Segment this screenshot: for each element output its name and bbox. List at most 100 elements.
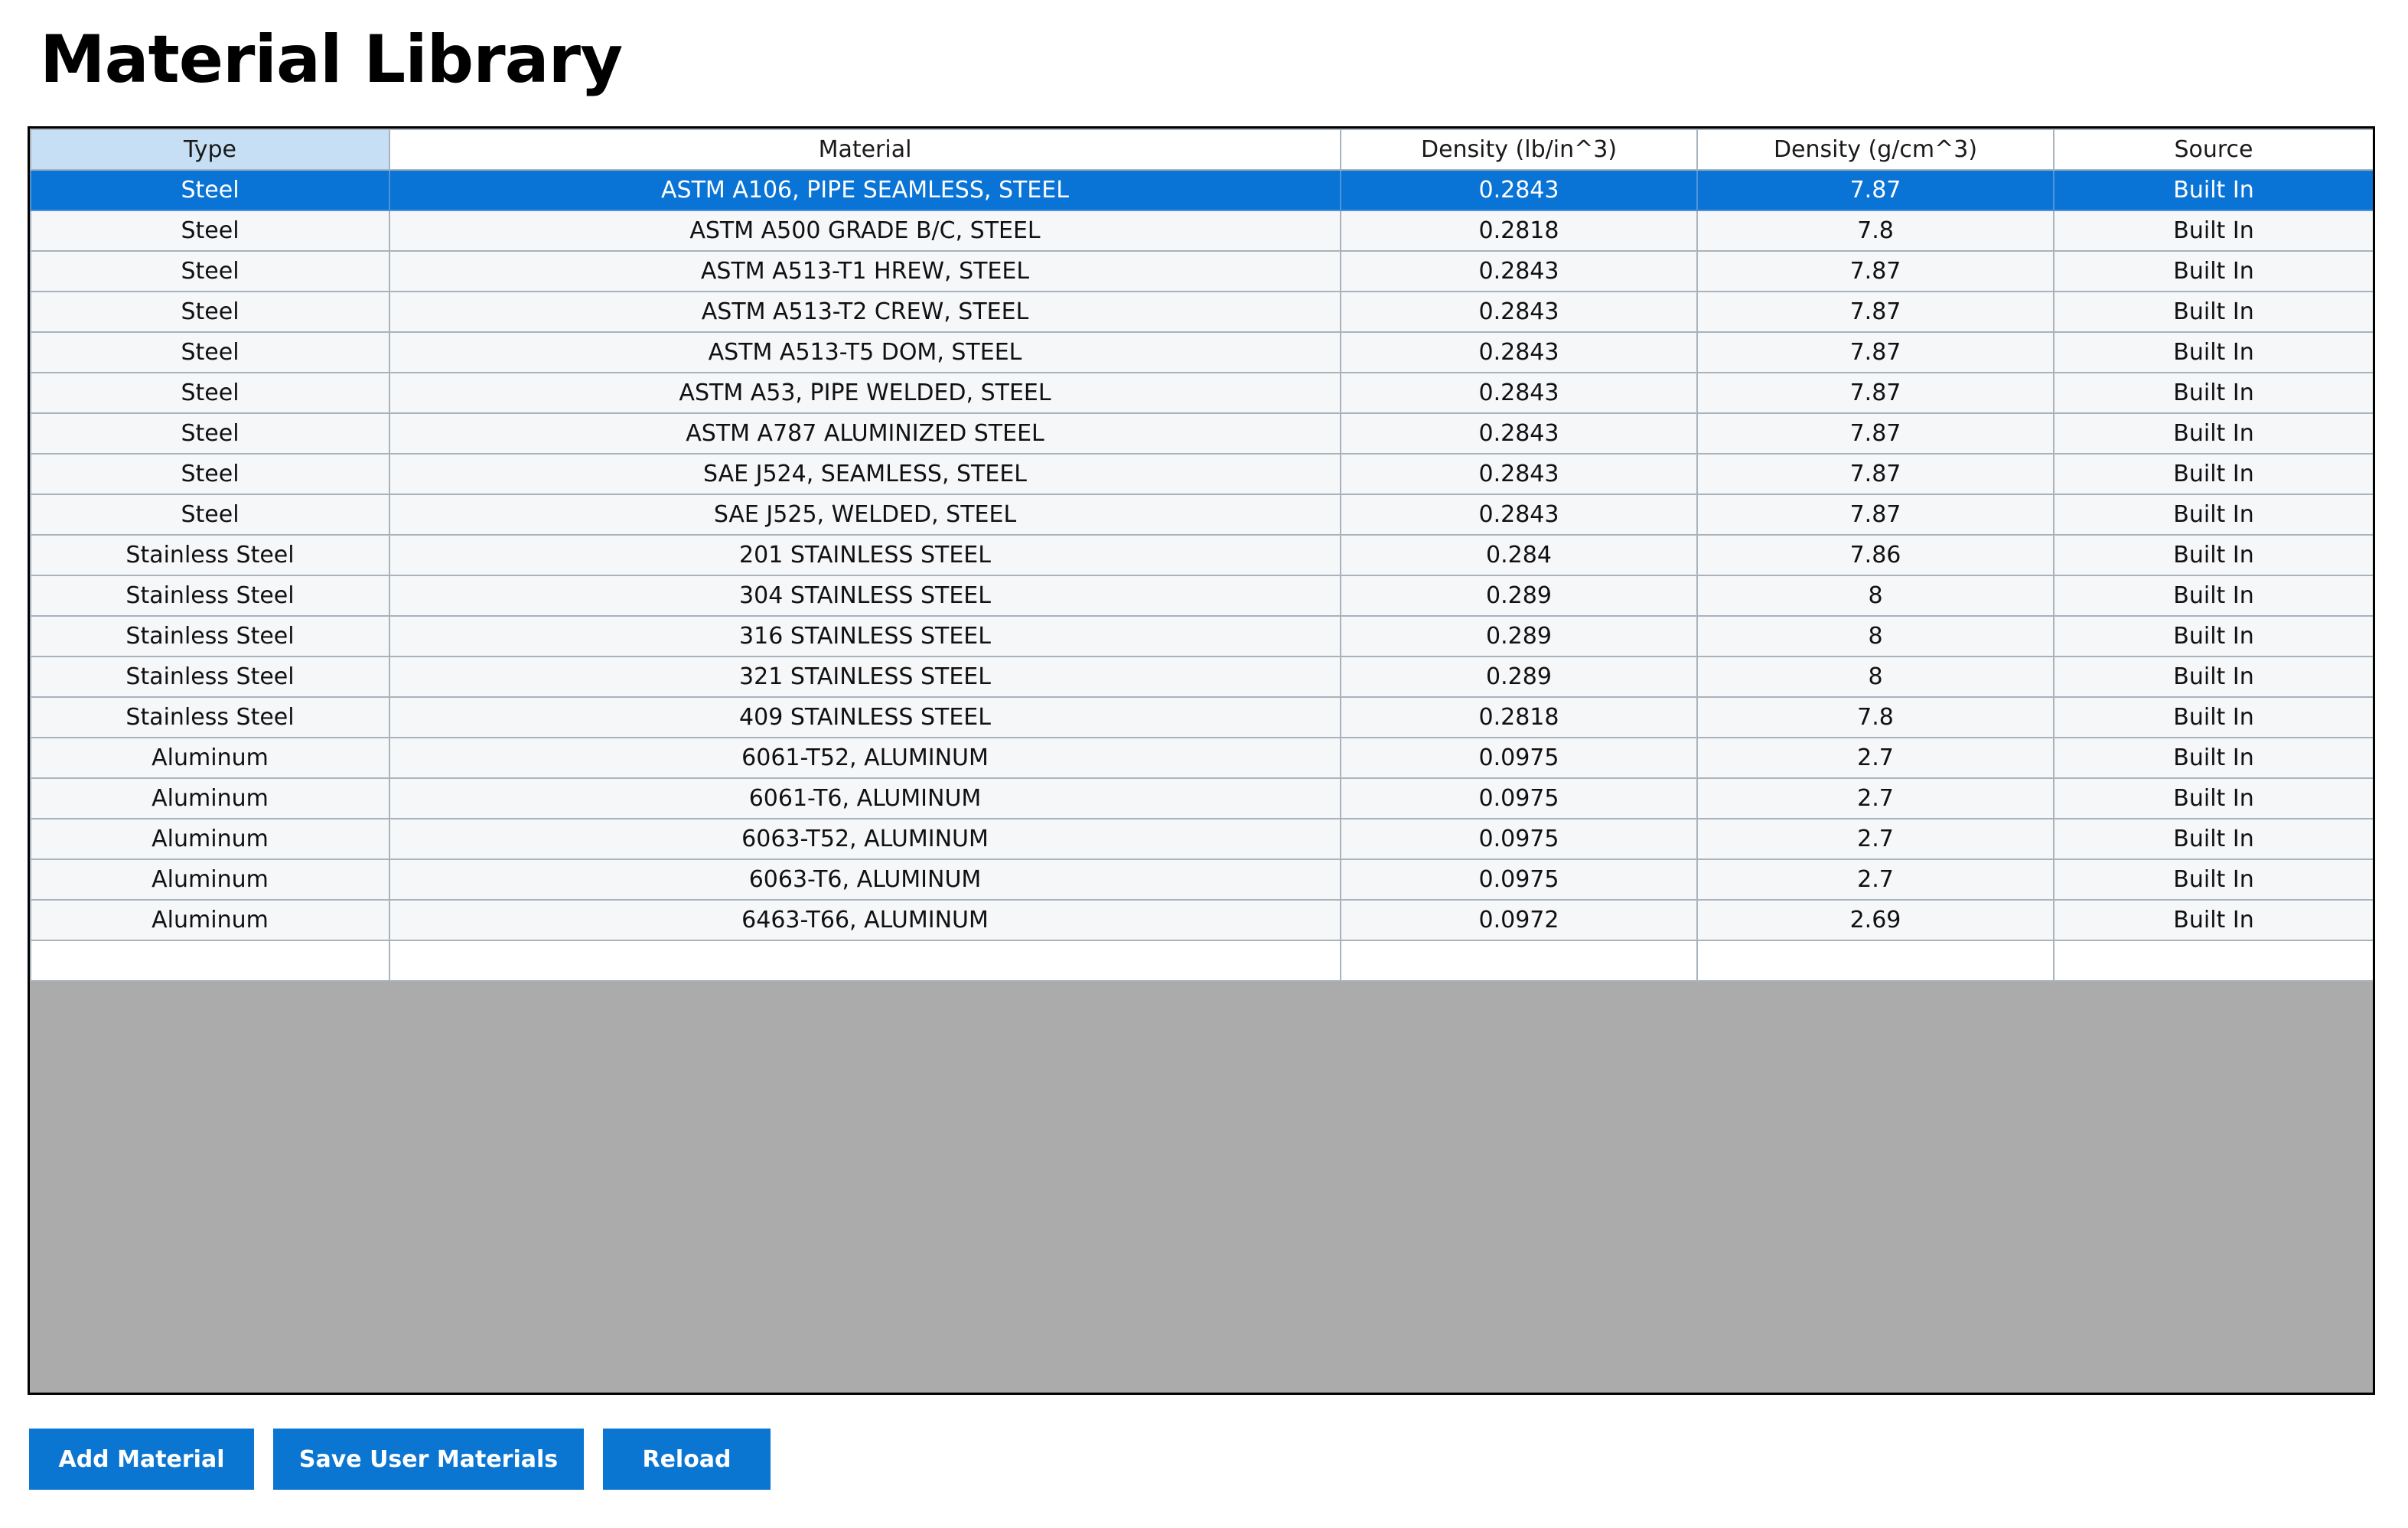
cell-density-g-cm3[interactable]: 7.8 bbox=[1696, 210, 2054, 252]
cell-density-lb-in3[interactable]: 0.2843 bbox=[1340, 250, 1698, 292]
table-row[interactable]: Steel ASTM A500 GRADE B/C, STEEL 0.2818 … bbox=[30, 210, 2373, 252]
cell-source[interactable]: Built In bbox=[2053, 737, 2373, 779]
cell-type[interactable]: Steel bbox=[30, 250, 390, 292]
cell-material[interactable]: 321 STAINLESS STEEL bbox=[389, 656, 1341, 698]
table-row[interactable]: Steel ASTM A513-T2 CREW, STEEL 0.2843 7.… bbox=[30, 291, 2373, 333]
cell-source[interactable]: Built In bbox=[2053, 575, 2373, 617]
table-row[interactable]: Stainless Steel 201 STAINLESS STEEL 0.28… bbox=[30, 534, 2373, 576]
cell-density-lb-in3[interactable]: 0.0972 bbox=[1340, 899, 1698, 941]
cell-source[interactable]: Built In bbox=[2053, 210, 2373, 252]
cell-material[interactable]: ASTM A513-T1 HREW, STEEL bbox=[389, 250, 1341, 292]
column-header-density-g-cm3[interactable]: Density (g/cm^3) bbox=[1696, 129, 2054, 171]
cell-source[interactable]: Built In bbox=[2053, 372, 2373, 414]
cell-density-lb-in3[interactable]: 0.0975 bbox=[1340, 737, 1698, 779]
cell-type[interactable]: Stainless Steel bbox=[30, 696, 390, 738]
cell-density-g-cm3[interactable]: 8 bbox=[1696, 656, 2054, 698]
cell-density-lb-in3[interactable]: 0.0975 bbox=[1340, 818, 1698, 860]
cell-density-g-cm3[interactable]: 7.87 bbox=[1696, 453, 2054, 495]
cell-type[interactable]: Steel bbox=[30, 291, 390, 333]
table-row[interactable]: Stainless Steel 321 STAINLESS STEEL 0.28… bbox=[30, 656, 2373, 698]
table-row[interactable]: Aluminum 6061-T52, ALUMINUM 0.0975 2.7 B… bbox=[30, 737, 2373, 779]
cell-material[interactable]: 409 STAINLESS STEEL bbox=[389, 696, 1341, 738]
cell-density-g-cm3[interactable]: 2.7 bbox=[1696, 737, 2054, 779]
cell-density-lb-in3[interactable]: 0.0975 bbox=[1340, 858, 1698, 901]
cell-source[interactable] bbox=[2053, 940, 2373, 982]
cell-density-lb-in3[interactable]: 0.2843 bbox=[1340, 331, 1698, 373]
cell-material[interactable]: ASTM A500 GRADE B/C, STEEL bbox=[389, 210, 1341, 252]
cell-density-lb-in3[interactable]: 0.2818 bbox=[1340, 696, 1698, 738]
save-user-materials-button[interactable]: Save User Materials bbox=[273, 1429, 584, 1490]
cell-source[interactable]: Built In bbox=[2053, 494, 2373, 536]
cell-source[interactable]: Built In bbox=[2053, 696, 2373, 738]
table-row[interactable]: Aluminum 6463-T66, ALUMINUM 0.0972 2.69 … bbox=[30, 899, 2373, 941]
cell-material[interactable]: 6061-T6, ALUMINUM bbox=[389, 777, 1341, 819]
cell-source[interactable]: Built In bbox=[2053, 858, 2373, 901]
cell-type[interactable]: Stainless Steel bbox=[30, 615, 390, 657]
cell-material[interactable]: ASTM A787 ALUMINIZED STEEL bbox=[389, 412, 1341, 454]
cell-density-lb-in3[interactable]: 0.2843 bbox=[1340, 494, 1698, 536]
cell-density-g-cm3[interactable] bbox=[1696, 940, 2054, 982]
column-header-type[interactable]: Type bbox=[30, 129, 390, 171]
cell-density-lb-in3[interactable] bbox=[1340, 940, 1698, 982]
column-header-source[interactable]: Source bbox=[2053, 129, 2373, 171]
cell-source[interactable]: Built In bbox=[2053, 615, 2373, 657]
cell-material[interactable]: ASTM A513-T2 CREW, STEEL bbox=[389, 291, 1341, 333]
cell-density-g-cm3[interactable]: 7.87 bbox=[1696, 169, 2054, 211]
cell-source[interactable]: Built In bbox=[2053, 656, 2373, 698]
cell-material[interactable]: 304 STAINLESS STEEL bbox=[389, 575, 1341, 617]
cell-density-g-cm3[interactable]: 7.87 bbox=[1696, 372, 2054, 414]
cell-material[interactable]: 6463-T66, ALUMINUM bbox=[389, 899, 1341, 941]
cell-material[interactable]: ASTM A53, PIPE WELDED, STEEL bbox=[389, 372, 1341, 414]
column-header-density-lb-in3[interactable]: Density (lb/in^3) bbox=[1340, 129, 1698, 171]
cell-density-g-cm3[interactable]: 7.87 bbox=[1696, 412, 2054, 454]
cell-density-lb-in3[interactable]: 0.289 bbox=[1340, 656, 1698, 698]
cell-material[interactable]: ASTM A106, PIPE SEAMLESS, STEEL bbox=[389, 169, 1341, 211]
cell-type[interactable]: Steel bbox=[30, 169, 390, 211]
new-row-placeholder[interactable] bbox=[30, 940, 2373, 982]
cell-material[interactable]: ASTM A513-T5 DOM, STEEL bbox=[389, 331, 1341, 373]
cell-type[interactable]: Aluminum bbox=[30, 777, 390, 819]
cell-density-g-cm3[interactable]: 2.7 bbox=[1696, 777, 2054, 819]
cell-material[interactable]: SAE J524, SEAMLESS, STEEL bbox=[389, 453, 1341, 495]
cell-material[interactable]: 6063-T52, ALUMINUM bbox=[389, 818, 1341, 860]
table-row[interactable]: Steel SAE J525, WELDED, STEEL 0.2843 7.8… bbox=[30, 494, 2373, 536]
cell-source[interactable]: Built In bbox=[2053, 291, 2373, 333]
cell-source[interactable]: Built In bbox=[2053, 250, 2373, 292]
cell-density-g-cm3[interactable]: 7.87 bbox=[1696, 331, 2054, 373]
cell-density-lb-in3[interactable]: 0.2843 bbox=[1340, 169, 1698, 211]
cell-type[interactable]: Aluminum bbox=[30, 737, 390, 779]
cell-density-lb-in3[interactable]: 0.289 bbox=[1340, 615, 1698, 657]
cell-source[interactable]: Built In bbox=[2053, 899, 2373, 941]
cell-material[interactable]: SAE J525, WELDED, STEEL bbox=[389, 494, 1341, 536]
cell-density-lb-in3[interactable]: 0.284 bbox=[1340, 534, 1698, 576]
cell-density-lb-in3[interactable]: 0.2843 bbox=[1340, 453, 1698, 495]
table-row[interactable]: Aluminum 6061-T6, ALUMINUM 0.0975 2.7 Bu… bbox=[30, 777, 2373, 819]
cell-density-lb-in3[interactable]: 0.2843 bbox=[1340, 291, 1698, 333]
cell-material[interactable]: 6061-T52, ALUMINUM bbox=[389, 737, 1341, 779]
cell-density-g-cm3[interactable]: 7.87 bbox=[1696, 250, 2054, 292]
cell-density-lb-in3[interactable]: 0.2843 bbox=[1340, 412, 1698, 454]
cell-material[interactable] bbox=[389, 940, 1341, 982]
cell-type[interactable]: Stainless Steel bbox=[30, 575, 390, 617]
cell-density-g-cm3[interactable]: 2.7 bbox=[1696, 858, 2054, 901]
cell-material[interactable]: 316 STAINLESS STEEL bbox=[389, 615, 1341, 657]
cell-density-g-cm3[interactable]: 2.7 bbox=[1696, 818, 2054, 860]
cell-density-g-cm3[interactable]: 7.8 bbox=[1696, 696, 2054, 738]
table-row[interactable]: Stainless Steel 304 STAINLESS STEEL 0.28… bbox=[30, 575, 2373, 617]
cell-material[interactable]: 6063-T6, ALUMINUM bbox=[389, 858, 1341, 901]
cell-source[interactable]: Built In bbox=[2053, 453, 2373, 495]
cell-type[interactable]: Aluminum bbox=[30, 899, 390, 941]
column-header-material[interactable]: Material bbox=[389, 129, 1341, 171]
cell-type[interactable]: Steel bbox=[30, 372, 390, 414]
cell-type[interactable]: Steel bbox=[30, 331, 390, 373]
cell-density-lb-in3[interactable]: 0.2843 bbox=[1340, 372, 1698, 414]
cell-source[interactable]: Built In bbox=[2053, 777, 2373, 819]
cell-density-g-cm3[interactable]: 8 bbox=[1696, 615, 2054, 657]
cell-source[interactable]: Built In bbox=[2053, 534, 2373, 576]
table-row[interactable]: Steel ASTM A106, PIPE SEAMLESS, STEEL 0.… bbox=[30, 169, 2373, 211]
table-row[interactable]: Aluminum 6063-T52, ALUMINUM 0.0975 2.7 B… bbox=[30, 818, 2373, 860]
table-row[interactable]: Steel ASTM A787 ALUMINIZED STEEL 0.2843 … bbox=[30, 412, 2373, 454]
cell-type[interactable]: Stainless Steel bbox=[30, 656, 390, 698]
cell-type[interactable]: Stainless Steel bbox=[30, 534, 390, 576]
cell-density-lb-in3[interactable]: 0.2818 bbox=[1340, 210, 1698, 252]
